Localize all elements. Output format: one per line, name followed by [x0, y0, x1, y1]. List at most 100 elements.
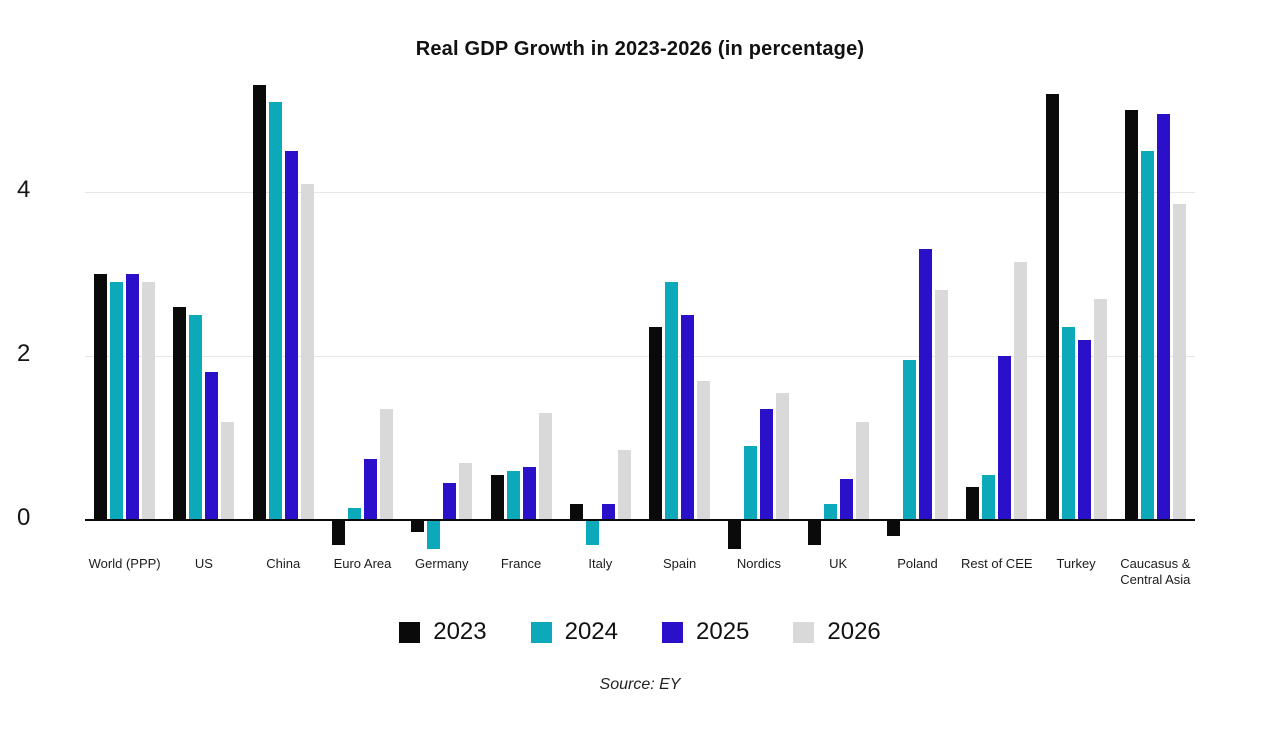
- bar-group: [957, 70, 1036, 562]
- legend-item-2024: 2024: [530, 618, 618, 646]
- legend-swatch-icon: [399, 621, 421, 643]
- bar-2025: [522, 466, 536, 520]
- bar-2023: [490, 474, 504, 520]
- x-axis-label: Rest of CEE: [961, 556, 1033, 571]
- bar-2025: [839, 479, 853, 520]
- legend-label: 2026: [827, 618, 881, 645]
- bar-2026: [934, 290, 948, 520]
- y-tick-label-2: 2: [17, 340, 31, 367]
- y-tick-label-0: 0: [17, 504, 31, 531]
- y-tick-label-4: 4: [17, 176, 31, 203]
- bar-2023: [331, 520, 345, 545]
- gridline-4: [85, 192, 1195, 193]
- bar-2025: [443, 483, 457, 520]
- bar-2023: [807, 520, 821, 545]
- legend-swatch-icon: [793, 621, 815, 643]
- bar-2023: [886, 520, 900, 537]
- bar-group: [1036, 70, 1115, 562]
- legend-swatch-icon: [530, 621, 552, 643]
- legend-swatch-icon: [662, 621, 683, 643]
- source-note: Source: EY: [599, 676, 681, 693]
- bar-2024: [427, 520, 441, 549]
- bar-2026: [300, 183, 314, 520]
- x-axis-label: France: [500, 556, 542, 571]
- bar-group: [878, 70, 957, 562]
- x-axis-label: Nordics: [736, 556, 781, 571]
- bar-2026: [617, 450, 631, 520]
- legend-item-2026: 2026: [793, 618, 881, 646]
- bar-2024: [506, 470, 520, 520]
- bar-group: [481, 70, 560, 562]
- bar-group: [799, 70, 878, 562]
- bar-group: [402, 70, 481, 562]
- bar-2026: [1172, 204, 1186, 520]
- bar-2023: [411, 520, 425, 533]
- bar-2023: [94, 274, 108, 520]
- bar-2025: [918, 249, 932, 520]
- x-axis-label: Germany: [415, 556, 469, 571]
- bar-2023: [252, 85, 266, 520]
- bar-2023: [569, 503, 583, 520]
- bar-2025: [998, 356, 1012, 520]
- x-axis: World (PPP) US China Euro Area Germany France…: [85, 556, 1195, 600]
- legend: 2023 2024 2025 2026: [0, 618, 1280, 646]
- x-axis-label: Italy: [588, 556, 613, 571]
- gridline-2: [85, 356, 1195, 357]
- bar-group: [1116, 70, 1195, 562]
- bar-2023: [966, 487, 980, 520]
- bar-2026: [855, 421, 869, 520]
- legend-label: 2024: [564, 618, 618, 645]
- x-axis-label: Caucasus & Central Asia: [1120, 556, 1191, 588]
- bar-group: [719, 70, 798, 562]
- bar-2024: [744, 446, 758, 520]
- bar-2026: [1093, 298, 1107, 520]
- x-axis-line: [85, 519, 1195, 521]
- x-axis-label: US: [194, 556, 213, 571]
- bar-2024: [823, 503, 837, 520]
- bar-2024: [665, 282, 679, 520]
- x-axis-label: UK: [829, 556, 848, 571]
- bar-2023: [728, 520, 742, 549]
- x-axis-label: Turkey: [1056, 556, 1096, 571]
- bar-2026: [459, 462, 473, 520]
- bar-2025: [601, 503, 615, 520]
- bar-2024: [110, 282, 124, 520]
- bar-2025: [760, 409, 774, 520]
- x-axis-label: World (PPP): [88, 556, 161, 571]
- bar-2025: [205, 372, 219, 520]
- legend-item-2023: 2023: [399, 618, 487, 646]
- bar-2025: [1156, 114, 1170, 520]
- bar-2023: [1045, 93, 1059, 520]
- bar-2026: [1014, 261, 1028, 520]
- chart-title: Real GDP Growth in 2023-2026 (in percent…: [415, 38, 865, 60]
- bar-group: [323, 70, 402, 562]
- bar-2025: [284, 151, 298, 520]
- x-axis-label: China: [266, 556, 301, 571]
- bar-2023: [1124, 110, 1138, 520]
- bar-2023: [649, 327, 663, 520]
- bar-2024: [347, 507, 361, 520]
- bar-2026: [538, 413, 552, 520]
- x-axis-label: Poland: [897, 556, 938, 571]
- legend-label: 2025: [696, 618, 750, 645]
- bar-2026: [221, 421, 235, 520]
- bar-2026: [697, 380, 711, 520]
- bar-group: [244, 70, 323, 562]
- bar-group: [640, 70, 719, 562]
- legend-item-2025: 2025: [662, 618, 749, 646]
- bar-2025: [363, 458, 377, 520]
- bar-2025: [126, 274, 140, 520]
- bar-2023: [173, 306, 187, 520]
- bar-2024: [1061, 327, 1075, 520]
- bar-group: [85, 70, 164, 562]
- bar-2024: [585, 520, 599, 545]
- bar-2024: [268, 101, 282, 520]
- bar-2026: [142, 282, 156, 520]
- bar-2025: [681, 315, 695, 520]
- bar-2025: [1077, 339, 1091, 520]
- legend-label: 2023: [433, 618, 487, 645]
- x-axis-label: Euro Area: [333, 556, 392, 571]
- x-axis-label: Spain: [663, 556, 697, 571]
- bar-2024: [902, 360, 916, 520]
